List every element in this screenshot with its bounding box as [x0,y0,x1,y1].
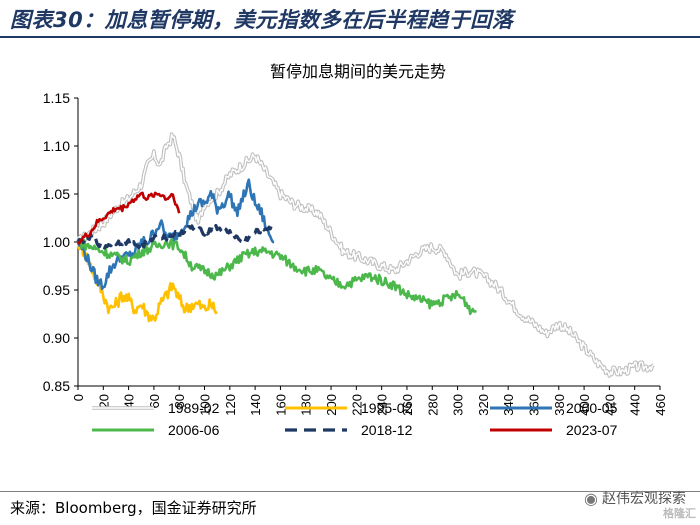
x-tick-label: 380 [552,394,567,416]
x-tick-label: 360 [526,394,541,416]
series-line-2018-12 [76,223,276,250]
x-tick-label: 420 [602,394,617,416]
legend-label: 2006-06 [168,422,220,438]
series-line-1989-02-inner [77,133,655,377]
chart-axes: 0.85 0.90 0.95 1.00 1.05 1.10 1.15 0 20 40 60 80 100… [43,90,668,416]
chart-series [76,132,655,378]
chart-title: 暂停加息期间的美元走势 [270,63,446,81]
x-tick-label: 180 [299,394,314,416]
x-tick-label: 160 [273,394,288,416]
footer-divider [0,491,700,492]
watermark: 格隆汇 [663,507,696,520]
x-tick-label: 220 [349,394,364,416]
x-tick-label: 80 [172,394,187,408]
title-divider [0,36,700,38]
series-line-2000-05 [76,178,275,291]
figure-title: 图表30：加息暂停期，美元指数多在后半程趋于回落 [10,8,514,32]
x-tick-label: 240 [375,394,390,416]
y-tick-label: 1.10 [43,138,70,154]
x-tick-label: 340 [501,394,516,416]
x-tick-label: 120 [223,394,238,416]
y-tick-label: 1.00 [43,234,70,250]
y-tick-label: 1.05 [43,186,70,202]
x-tick-label: 440 [628,394,643,416]
chart-legend: 1989-02 1995-02 2000-05 2006-06 2018-12 2023-… [92,400,618,438]
wechat-icon: ◉ [584,488,598,508]
brand-mark: ◉ 赵伟宏观探索 [584,488,686,508]
legend-label: 2018-12 [361,422,413,438]
x-tick-label: 200 [324,394,339,416]
x-tick-label: 100 [198,394,213,416]
legend-label: 1989-02 [168,400,220,416]
x-tick-label: 280 [425,394,440,416]
line-chart: 暂停加息期间的美元走势 0.85 0.90 0.95 1.00 1.05 1.10 1.15… [43,63,668,438]
x-tick-label: 40 [122,394,137,408]
y-tick-label: 0.95 [43,282,70,298]
x-tick-label: 400 [577,394,592,416]
x-tick-label: 140 [248,394,263,416]
source-note: 来源：Bloomberg，国金证券研究所 [10,499,257,517]
x-tick-label: 60 [147,394,162,408]
y-tick-label: 0.90 [43,330,70,346]
x-tick-label: 260 [400,394,415,416]
series-line-2006-06 [77,238,477,316]
series-line-2023-07 [77,191,181,245]
y-tick-label: 0.85 [43,378,70,394]
series-line-1989-02-outer [76,132,655,378]
y-tick-label: 1.15 [43,90,70,106]
x-tick-label: 460 [653,394,668,416]
x-tick-label: 20 [96,394,111,408]
brand-label: 赵伟宏观探索 [602,491,686,507]
x-tick-label: 300 [451,394,466,416]
x-tick-label: 320 [476,394,491,416]
x-tick-label: 0 [71,394,86,401]
series-line-1995-02 [76,240,218,323]
legend-label: 1995-02 [361,400,413,416]
legend-label: 2023-07 [566,422,618,438]
legend-label: 2000-05 [566,400,618,416]
